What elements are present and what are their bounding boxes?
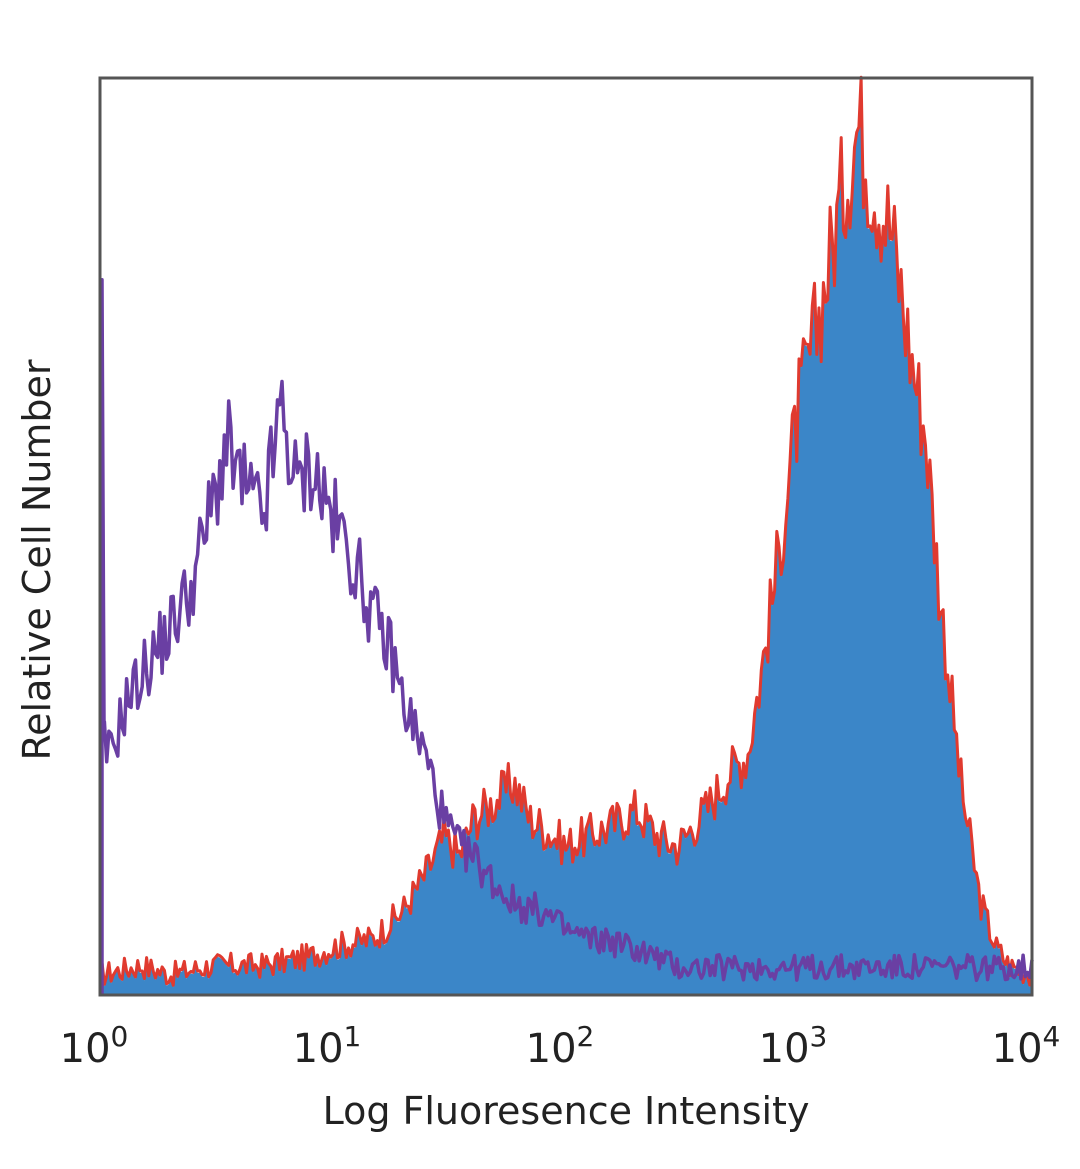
x-tick-label: 103 — [759, 1020, 828, 1072]
plot-area — [99, 75, 1034, 996]
x-tick-label: 101 — [293, 1020, 362, 1072]
x-tick-label: 100 — [60, 1020, 129, 1072]
plot-frame — [98, 76, 1034, 997]
filled-histogram-outline — [99, 75, 1034, 987]
open-histogram-series — [100, 277, 1034, 995]
x-tick-label: 104 — [992, 1020, 1061, 1072]
x-tick-labels: 100 101 102 103 104 — [60, 1020, 1061, 1072]
y-axis-title: Relative Cell Number — [15, 359, 59, 760]
filled-histogram-series — [100, 79, 1032, 996]
x-axis-title: Log Fluoresence Intensity — [323, 1089, 810, 1133]
x-tick-label: 102 — [526, 1020, 595, 1072]
